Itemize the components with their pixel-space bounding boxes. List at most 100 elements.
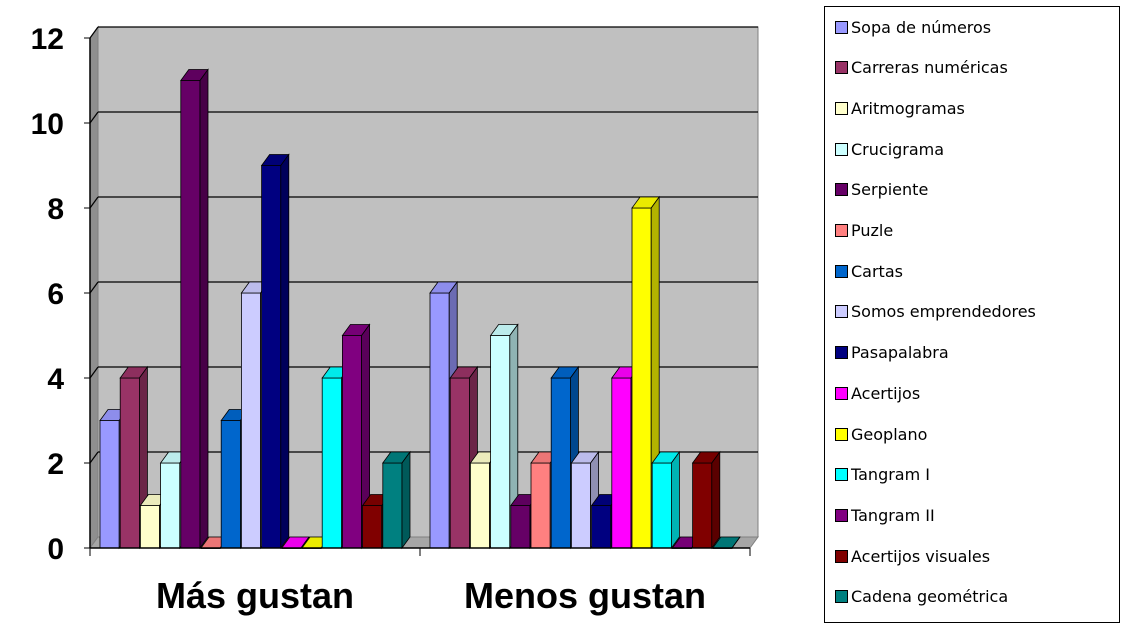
- bar-side: [731, 536, 741, 549]
- legend-swatch: [835, 142, 848, 156]
- legend-item: Pasapalabra: [835, 343, 949, 363]
- legend-label: Cadena geométrica: [851, 587, 1009, 607]
- bar-front: [240, 292, 261, 549]
- bar: [550, 365, 580, 550]
- legend-item: Carreras numéricas: [835, 58, 1008, 78]
- bar-front: [550, 377, 571, 549]
- legend-label: Pasapalabra: [851, 343, 949, 363]
- gridline-side: [89, 451, 99, 464]
- bar-front: [180, 80, 201, 549]
- legend-item: Sopa de números: [835, 17, 991, 37]
- bar-front: [160, 462, 181, 549]
- bar-front: [119, 377, 140, 549]
- legend-swatch: [835, 264, 848, 278]
- y-tick-label: 4: [47, 363, 64, 396]
- legend-swatch: [835, 61, 848, 75]
- legend-swatch: [835, 468, 848, 482]
- legend-item: Geoplano: [835, 424, 927, 444]
- legend-swatch: [835, 224, 848, 237]
- bar: [691, 450, 721, 550]
- legend-item: Cadena geométrica: [835, 587, 1008, 607]
- y-tick-labels: 0 2 4 6 8 10 12: [31, 23, 65, 566]
- bar: [631, 195, 660, 550]
- legend: Sopa de números Carreras numéricas Aritmog…: [824, 6, 1120, 623]
- legend-label: Somos emprendedores: [851, 302, 1036, 322]
- bar-front: [261, 165, 282, 549]
- legend-item: Aritmogramas: [835, 98, 965, 118]
- gridline-side: [89, 26, 99, 39]
- bar-front: [341, 335, 362, 549]
- bar-front: [139, 505, 160, 549]
- legend-label: Aritmogramas: [851, 98, 965, 118]
- legend-item: Somos emprendedores: [835, 302, 1036, 322]
- legend-label: Tangram II: [851, 505, 935, 525]
- legend-swatch: [835, 101, 848, 115]
- legend-swatch: [835, 549, 848, 563]
- bar-front: [429, 292, 450, 549]
- legend-swatch: [835, 590, 848, 604]
- bar: [489, 323, 519, 550]
- bar-front: [469, 462, 490, 549]
- legend-label: Tangram I: [851, 465, 930, 485]
- bar-front: [362, 505, 383, 549]
- bar-side: [401, 450, 411, 550]
- y-tick-label: 6: [47, 278, 64, 311]
- bar-front: [382, 462, 403, 549]
- legend-label: Puzle: [851, 221, 894, 240]
- legend-item: Puzle: [835, 221, 893, 241]
- bar-side: [711, 450, 721, 550]
- bar-front: [510, 505, 531, 549]
- legend-item: Acertijos: [835, 383, 920, 403]
- bar-front: [99, 420, 120, 549]
- bars: [99, 68, 741, 550]
- bar: [651, 450, 681, 550]
- bar: [180, 68, 209, 550]
- bar-front: [530, 462, 551, 549]
- y-tick-label: 12: [31, 23, 64, 56]
- legend-label: Acertijos visuales: [851, 546, 991, 566]
- legend-swatch: [835, 183, 848, 197]
- legend-swatch: [835, 305, 848, 319]
- gridline-side: [89, 281, 99, 294]
- legend-label: Cartas: [851, 261, 903, 281]
- legend-label: Carreras numéricas: [851, 58, 1008, 78]
- bar-front: [449, 377, 470, 549]
- legend-label: Geoplano: [851, 424, 928, 444]
- bar-side: [280, 153, 290, 550]
- y-tick-label: 0: [47, 533, 64, 566]
- legend-item: Tangram II: [835, 505, 935, 525]
- legend-swatch: [835, 386, 848, 400]
- x-category-label: Más gustan: [156, 575, 354, 616]
- legend-swatch: [835, 346, 848, 360]
- bar-front: [631, 207, 652, 549]
- legend-label: Sopa de números: [851, 17, 992, 37]
- bar-front: [220, 420, 241, 549]
- legend-item: Crucigrama: [835, 139, 944, 159]
- y-tick-label: 8: [47, 193, 64, 226]
- bar-side: [199, 68, 209, 550]
- bar-chart: 0 2 4 6 8 10 12 Más gustan Menos gustan: [31, 23, 759, 616]
- legend-item: Tangram I: [835, 465, 930, 485]
- gridline-side: [89, 196, 99, 209]
- legend-label: Serpiente: [851, 180, 929, 200]
- legend-swatch: [835, 20, 848, 34]
- x-category-labels: Más gustan Menos gustan: [156, 575, 706, 616]
- y-tick-label: 10: [31, 108, 64, 141]
- legend-item: Serpiente: [835, 180, 928, 200]
- bar: [260, 153, 290, 550]
- legend-swatch: [835, 427, 848, 441]
- axes: [84, 37, 751, 556]
- bar-front: [692, 462, 713, 549]
- bar-front: [611, 377, 632, 549]
- legend-item: Cartas: [835, 261, 903, 281]
- bar-front: [651, 462, 672, 549]
- bar-front: [490, 335, 511, 549]
- bar-front: [591, 505, 612, 549]
- gridline-side: [89, 366, 99, 379]
- bar: [341, 323, 371, 550]
- legend-label: Crucigrama: [851, 139, 945, 159]
- y-tick-label: 2: [47, 448, 64, 481]
- bar-side: [300, 536, 310, 549]
- bar: [119, 365, 149, 550]
- gridline-side: [89, 111, 99, 124]
